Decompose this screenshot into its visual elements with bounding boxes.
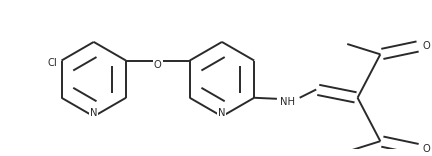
Text: NH: NH <box>280 97 295 107</box>
Text: O: O <box>422 41 430 51</box>
Text: O: O <box>154 59 162 70</box>
Text: N: N <box>218 108 226 118</box>
Text: N: N <box>90 108 98 118</box>
Text: Cl: Cl <box>48 58 57 68</box>
Text: O: O <box>422 144 430 154</box>
